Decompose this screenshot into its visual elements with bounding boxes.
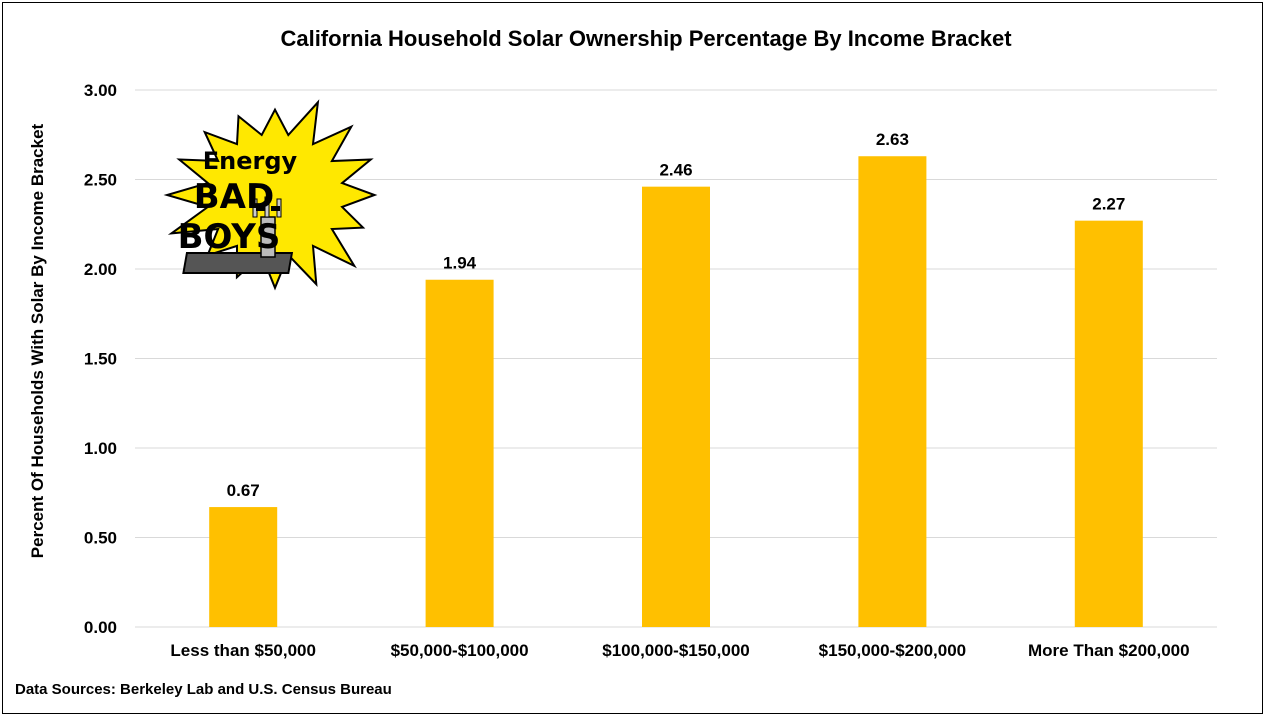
logo-starburst: [163, 99, 378, 291]
data-label: 2.63: [876, 130, 909, 149]
bar: [642, 186, 710, 627]
bars: [209, 156, 1143, 628]
source-note: Data Sources: Berkeley Lab and U.S. Cens…: [15, 681, 392, 698]
y-tick-label: 2.50: [84, 171, 117, 190]
data-label: 1.94: [443, 254, 477, 273]
x-category-label: $150,000-$200,000: [819, 641, 966, 660]
bar: [858, 156, 927, 628]
y-tick-label: 0.00: [84, 618, 117, 637]
energy-bad-boys-logo: Energy BAD BOYS: [163, 99, 378, 291]
bar-chart: California Household Solar Ownership Per…: [15, 26, 1217, 698]
logo-plug-icon: [182, 196, 294, 274]
logo-text-boys: BOYS: [178, 217, 281, 257]
y-tick-label: 3.00: [84, 81, 117, 100]
bar: [1074, 220, 1143, 628]
data-label: 0.67: [227, 481, 260, 500]
x-category-label: Less than $50,000: [170, 641, 316, 660]
data-label: 2.46: [659, 161, 692, 180]
bar: [425, 279, 494, 627]
chart-title: California Household Solar Ownership Per…: [280, 26, 1012, 51]
bar: [209, 507, 278, 627]
x-category-label: More Than $200,000: [1028, 641, 1190, 660]
y-tick-label: 1.50: [84, 350, 117, 369]
x-category-label: $50,000-$100,000: [391, 641, 529, 660]
y-tick-label: 0.50: [84, 529, 117, 548]
y-axis-ticks: 0.00 0.50 1.00 1.50 2.00 2.50 3.00: [84, 81, 117, 637]
x-category-label: $100,000-$150,000: [602, 641, 749, 660]
y-axis-label: Percent Of Households With Solar By Inco…: [28, 123, 47, 558]
logo-text-bad: BAD: [194, 177, 274, 217]
data-labels: 0.67 1.94 2.46 2.63 2.27: [227, 130, 1126, 500]
y-tick-label: 1.00: [84, 439, 117, 458]
y-tick-label: 2.00: [84, 260, 117, 279]
x-axis-categories: Less than $50,000 $50,000-$100,000 $100,00…: [170, 641, 1189, 660]
data-label: 2.27: [1092, 195, 1125, 214]
logo-text-energy: Energy: [203, 147, 298, 175]
